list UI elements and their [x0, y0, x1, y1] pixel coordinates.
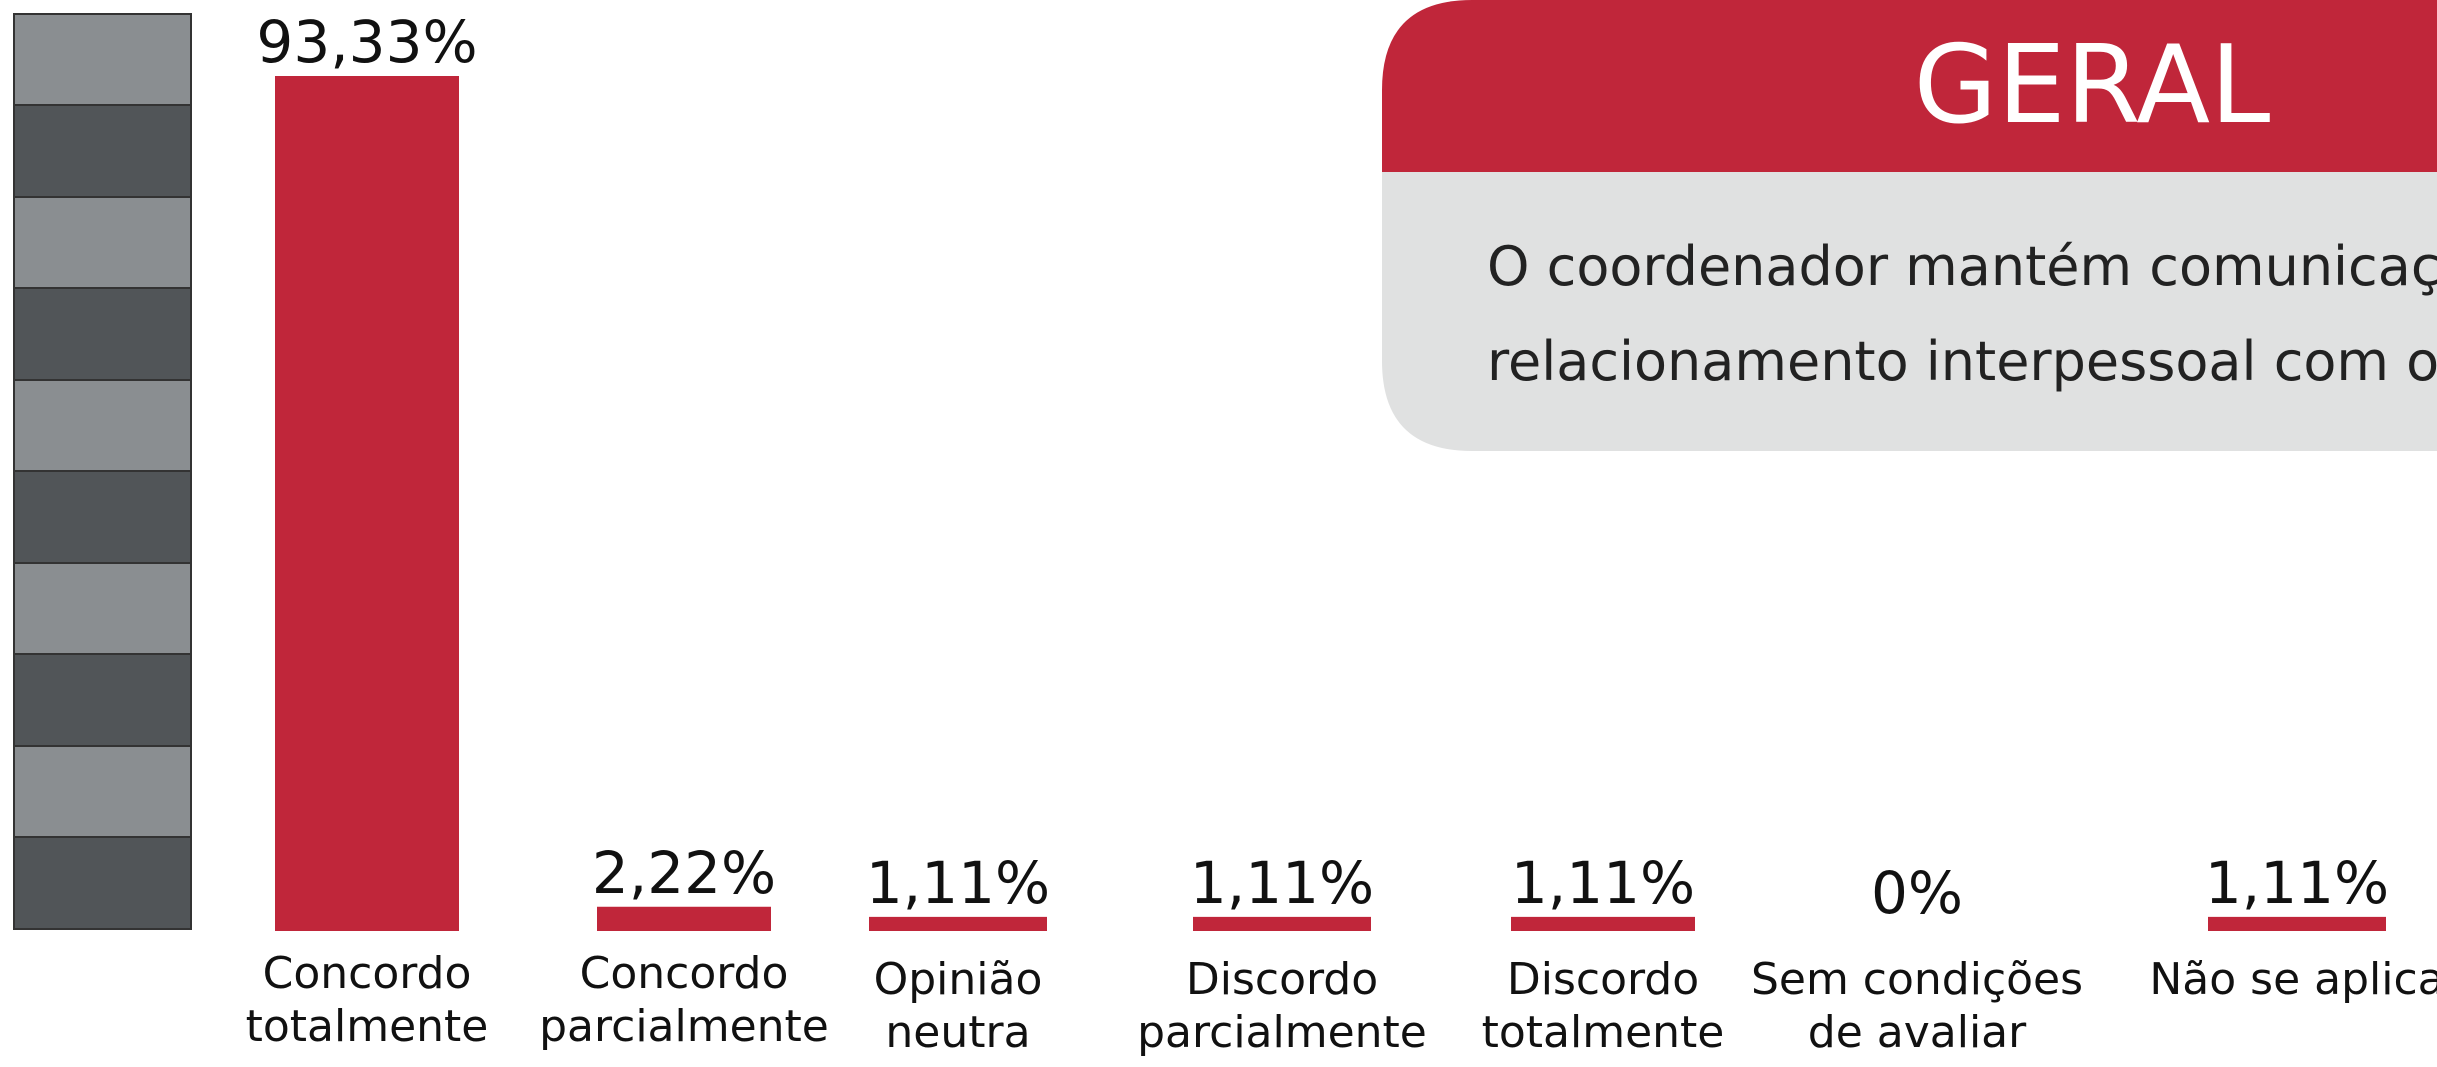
stripe-block — [13, 196, 192, 289]
x-tick-label: Concordo — [263, 948, 472, 999]
x-tick-label: neutra — [885, 1007, 1030, 1058]
x-tick-label: totalmente — [246, 1001, 489, 1052]
stripe — [13, 13, 192, 930]
x-tick-label: de avaliar — [1808, 1007, 2027, 1058]
value-label: 1,11% — [1190, 849, 1374, 917]
x-tick-label: Discordo — [1507, 954, 1699, 1005]
x-tick-label: Sem condições — [1751, 954, 2083, 1005]
bar — [1193, 916, 1371, 932]
x-tick-label: parcialmente — [1137, 1007, 1427, 1058]
x-tick-label: Discordo — [1186, 954, 1378, 1005]
stripe-block — [13, 104, 192, 198]
stripe-block — [13, 379, 192, 472]
chart-subtitle: relacionamento interpessoal com os — [1487, 330, 2437, 393]
stripe-block — [13, 287, 192, 381]
stripe-block — [13, 562, 192, 655]
subtitle-panel — [1382, 172, 2437, 451]
stripe-block — [13, 836, 192, 930]
value-label: 1,11% — [2205, 849, 2389, 917]
stripe-block — [13, 470, 192, 564]
x-tick-label: Não se aplica — [2149, 954, 2437, 1005]
value-label: 0% — [1871, 859, 1963, 927]
x-tick-label: Opinião — [874, 954, 1043, 1005]
value-label: 93,33% — [256, 8, 477, 76]
stripe-block — [13, 13, 192, 106]
value-label: 1,11% — [1511, 849, 1695, 917]
x-tick-label: totalmente — [1482, 1007, 1725, 1058]
stripe-block — [13, 745, 192, 838]
value-label: 2,22% — [592, 839, 776, 907]
chart-subtitle: O coordenador mantém comunicação — [1487, 235, 2437, 298]
x-tick-label: Concordo — [580, 948, 789, 999]
value-label: 1,11% — [866, 849, 1050, 917]
bar — [597, 906, 771, 931]
bar — [1511, 916, 1695, 932]
bar — [275, 76, 459, 931]
title-panel — [1382, 0, 2437, 172]
x-tick-label: parcialmente — [539, 1001, 829, 1052]
stripe-block — [13, 653, 192, 747]
bar — [869, 916, 1047, 932]
bar — [2208, 916, 2386, 932]
chart-title: GERAL — [1914, 23, 2271, 148]
